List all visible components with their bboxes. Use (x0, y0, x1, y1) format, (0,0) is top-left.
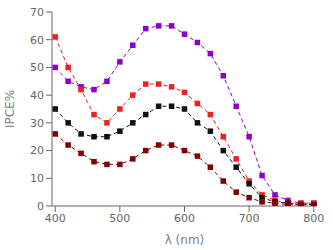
svg-text:50: 50 (30, 61, 44, 74)
svg-text:700: 700 (239, 212, 260, 225)
svg-text:30: 30 (30, 117, 44, 130)
svg-text:20: 20 (30, 144, 44, 157)
svg-text:60: 60 (30, 34, 44, 47)
svg-text:70: 70 (30, 6, 44, 19)
svg-text:600: 600 (174, 212, 195, 225)
svg-text:500: 500 (109, 212, 130, 225)
svg-text:400: 400 (45, 212, 66, 225)
svg-text:800: 800 (303, 212, 324, 225)
svg-text:10: 10 (30, 172, 44, 185)
svg-text:IPCE%: IPCE% (8, 90, 17, 128)
svg-text:0: 0 (37, 200, 44, 213)
svg-text:40: 40 (30, 89, 44, 102)
svg-text:λ (nm): λ (nm) (165, 233, 205, 247)
